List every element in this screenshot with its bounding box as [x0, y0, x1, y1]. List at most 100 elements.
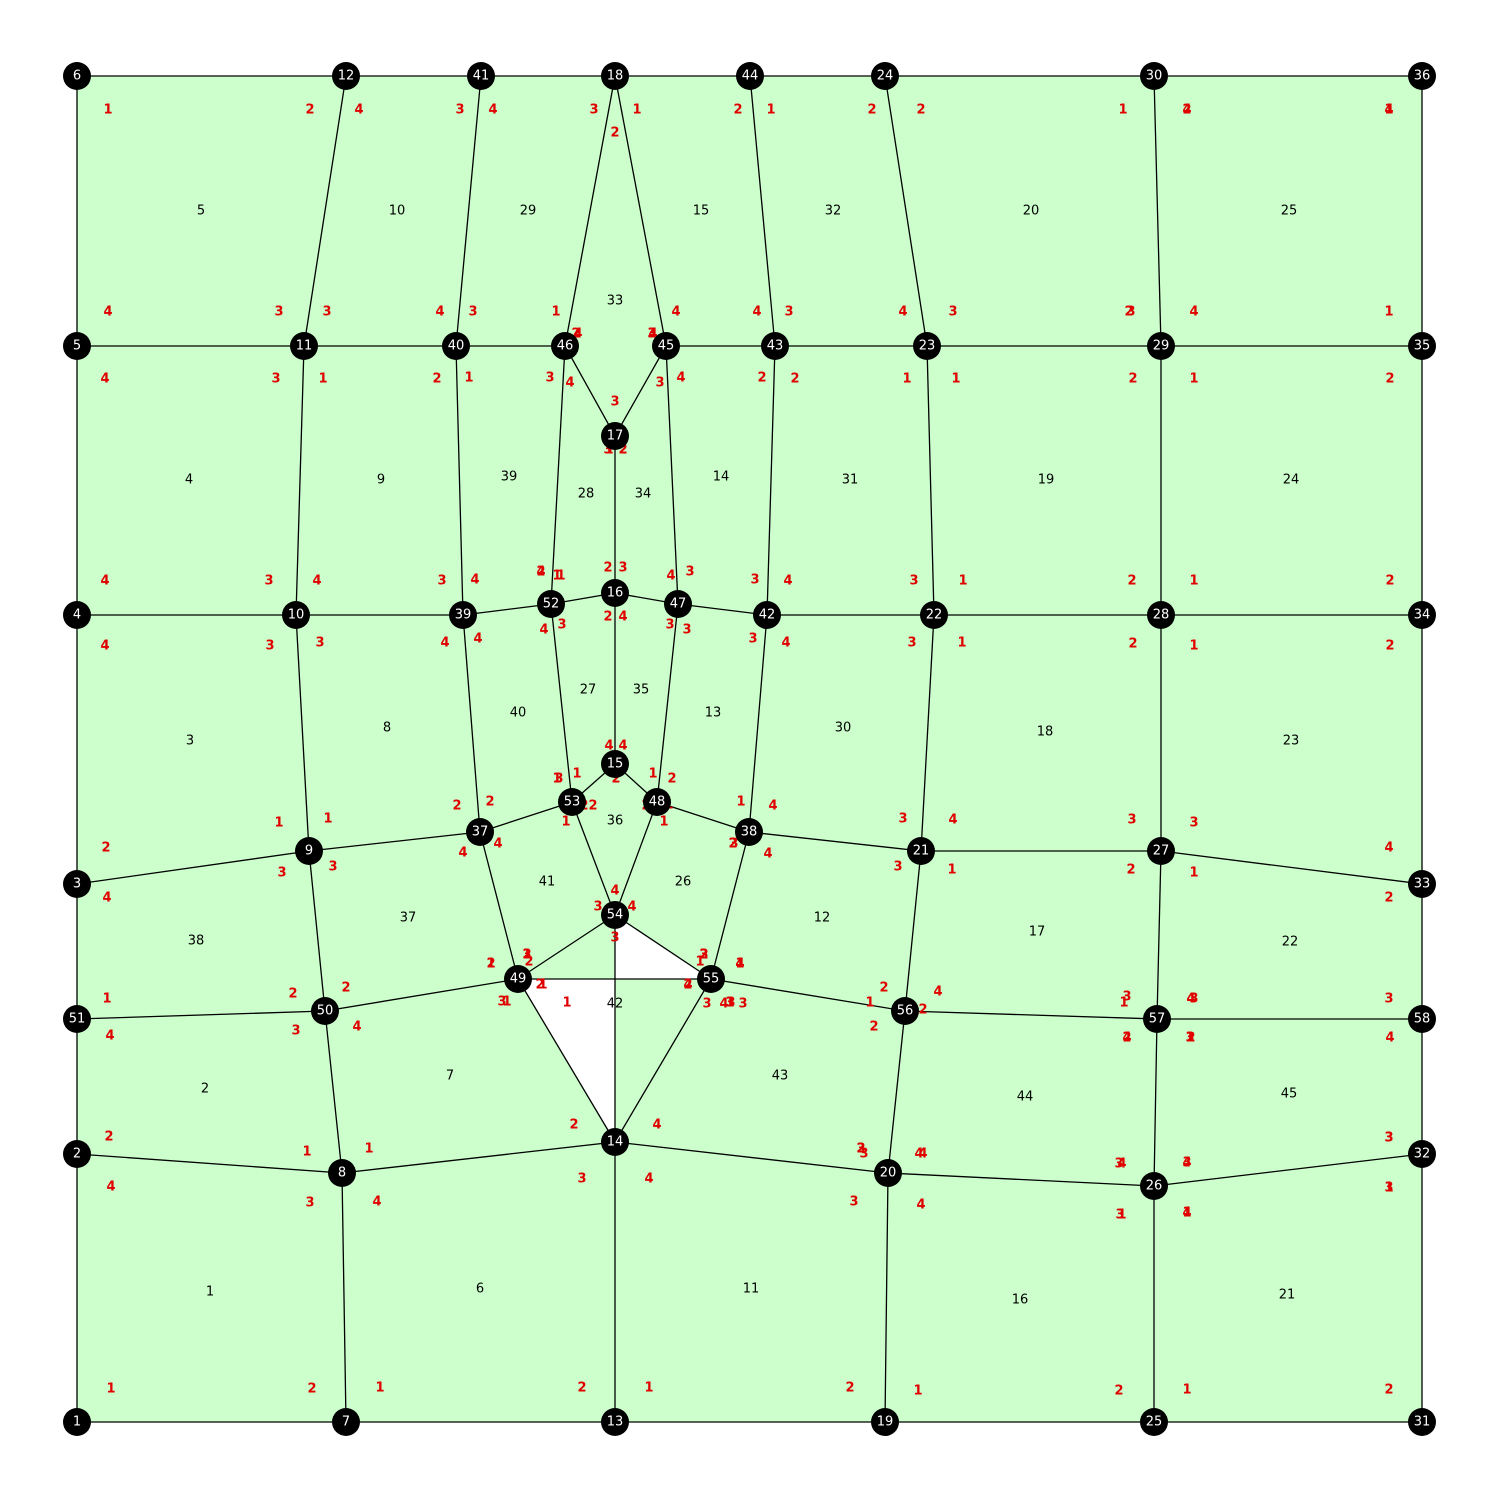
local-index-label: 3 [603, 443, 612, 458]
edge [904, 1010, 1158, 1020]
local-index-label: 3 [784, 305, 793, 320]
local-index-label: 3 [1126, 305, 1135, 320]
element-label: 20 [1023, 204, 1040, 219]
element-39-face [456, 346, 565, 615]
node-15: 15 [601, 750, 629, 778]
local-index-label: 1 [766, 103, 775, 118]
node-1: 1 [63, 1408, 91, 1436]
element-label: 29 [520, 204, 537, 219]
node-18: 18 [601, 62, 629, 90]
local-index-label: 2 [522, 948, 531, 963]
node-label: 47 [670, 597, 687, 612]
node-label: 13 [607, 1415, 624, 1430]
node-marker [1140, 1408, 1168, 1436]
node-label: 41 [473, 69, 490, 84]
node-marker [1143, 1005, 1171, 1033]
local-index-label: 2 [1384, 1383, 1393, 1398]
node-47: 47 [664, 590, 692, 618]
node-marker [504, 965, 532, 993]
element-label: 44 [1017, 1090, 1034, 1105]
node-marker [1408, 1408, 1436, 1436]
local-index-label: 4 [1189, 305, 1198, 320]
element-41-face [480, 802, 615, 979]
local-index-label: 3 [265, 639, 274, 654]
local-index-label: 1 [364, 1142, 373, 1157]
local-index-label: 1 [538, 978, 547, 993]
node-label: 40 [448, 339, 465, 354]
element-44-face [888, 1011, 1157, 1186]
node-label: 52 [543, 597, 560, 612]
local-index-label: 3 [1189, 992, 1198, 1007]
node-20: 20 [874, 1159, 902, 1187]
node-marker [466, 818, 494, 846]
local-index-label: 1 [572, 767, 581, 782]
element-42-face [518, 915, 711, 1142]
local-index-label: 2 [733, 103, 742, 118]
element-label: 45 [1281, 1087, 1298, 1102]
local-index-label: 3 [271, 372, 280, 387]
local-index-label: 2 [432, 372, 441, 387]
local-index-label: 3 [909, 574, 918, 589]
element-label: 28 [578, 487, 595, 502]
local-index-label: 3 [647, 327, 656, 342]
local-index-label: 3 [497, 995, 506, 1010]
node-marker [643, 788, 671, 816]
node-marker [874, 1159, 902, 1187]
node-marker [761, 332, 789, 360]
local-index-label: 2 [536, 565, 545, 580]
local-index-label: 1 [947, 863, 956, 878]
node-marker [1408, 1140, 1436, 1168]
local-index-label: 4 [493, 837, 502, 852]
local-index-label: 2 [728, 837, 737, 852]
local-index-label: 3 [948, 305, 957, 320]
node-13: 13 [601, 1408, 629, 1436]
element-36-face [572, 764, 657, 915]
local-index-label: 2 [535, 978, 544, 993]
element-12-face [711, 832, 921, 1011]
element-24-face [1161, 346, 1422, 615]
local-index-label: 4 [440, 636, 449, 651]
node-label: 20 [880, 1166, 897, 1181]
element-45-face [1154, 1019, 1422, 1186]
node-label: 22 [926, 608, 943, 623]
node-58: 58 [1408, 1005, 1436, 1033]
element-label: 16 [1012, 1293, 1029, 1308]
node-label: 24 [877, 69, 894, 84]
local-index-label: 1 [561, 815, 570, 830]
element-label: 31 [842, 473, 859, 488]
element-label: 30 [835, 721, 852, 736]
local-index-label: 4 [644, 1172, 653, 1187]
local-index-label: 4 [671, 305, 680, 320]
local-index-label: 1 [375, 1381, 384, 1396]
node-label: 3 [73, 877, 81, 892]
local-index-label: 1 [648, 767, 657, 782]
local-index-label: 2 [288, 987, 297, 1002]
element-18-face [921, 615, 1161, 851]
node-56: 56 [891, 997, 919, 1025]
local-index-label: 3 [277, 866, 286, 881]
local-index-label: 1 [1189, 639, 1198, 654]
node-marker [63, 870, 91, 898]
local-index-label: 3 [328, 860, 337, 875]
local-index-label: 1 [644, 1381, 653, 1396]
node-label: 29 [1153, 339, 1170, 354]
local-index-label: 4 [100, 639, 109, 654]
node-12: 12 [332, 62, 360, 90]
element-label: 18 [1037, 725, 1054, 740]
edge [1153, 1018, 1158, 1187]
local-index-label: 3 [554, 772, 563, 787]
node-label: 12 [338, 69, 355, 84]
edge [614, 75, 667, 347]
local-index-label: 2 [571, 327, 580, 342]
local-index-label: 4 [676, 371, 685, 386]
edge [303, 75, 347, 347]
local-index-label: 2 [699, 948, 708, 963]
node-marker [1408, 332, 1436, 360]
node-label: 44 [742, 69, 759, 84]
edge [920, 614, 935, 852]
local-index-label: 4 [768, 799, 777, 814]
element-16-face [885, 1173, 1154, 1422]
element-37-face [309, 832, 518, 1011]
node-label: 21 [913, 844, 930, 859]
node-46: 46 [551, 332, 579, 360]
